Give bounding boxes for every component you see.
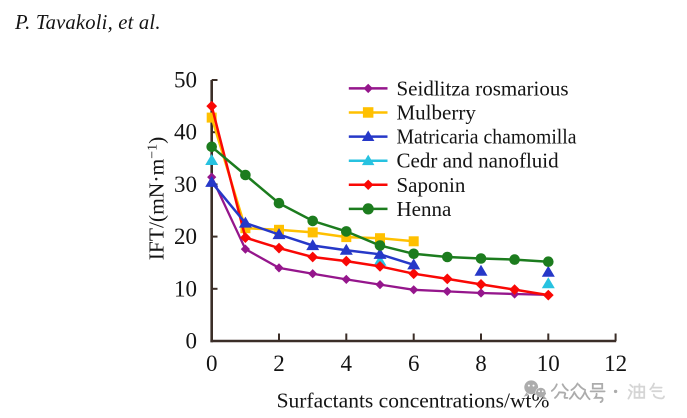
svg-text:6: 6 xyxy=(408,351,420,376)
svg-text:30: 30 xyxy=(174,172,197,197)
svg-text:Surfactants concentrations/wt%: Surfactants concentrations/wt% xyxy=(277,389,550,413)
svg-text:Mulberry: Mulberry xyxy=(397,101,477,125)
svg-text:8: 8 xyxy=(475,351,487,376)
svg-text:10: 10 xyxy=(537,351,560,376)
svg-text:2: 2 xyxy=(273,351,285,376)
svg-text:20: 20 xyxy=(174,224,197,249)
svg-text:40: 40 xyxy=(174,120,197,145)
svg-text:Seidlitza rosmarious: Seidlitza rosmarious xyxy=(397,76,569,100)
svg-text:4: 4 xyxy=(341,351,353,376)
svg-text:12: 12 xyxy=(604,351,627,376)
svg-text:Henna: Henna xyxy=(397,197,452,221)
svg-text:10: 10 xyxy=(174,276,197,301)
svg-text:Saponin: Saponin xyxy=(397,173,466,197)
svg-text:0: 0 xyxy=(186,329,198,354)
svg-text:IFT/(mN·m−1): IFT/(mN·m−1) xyxy=(145,137,169,261)
svg-text:0: 0 xyxy=(206,351,218,376)
svg-text:50: 50 xyxy=(174,68,197,93)
svg-text:Matricaria chamomilla: Matricaria chamomilla xyxy=(397,125,578,149)
svg-text:Cedr and nanofluid: Cedr and nanofluid xyxy=(397,149,560,173)
